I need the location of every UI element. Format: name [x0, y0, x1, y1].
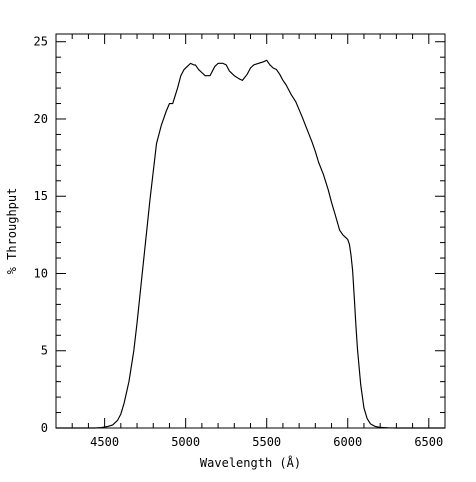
y-tick-labels: 0 5 10 15 20 25	[34, 35, 48, 435]
x-tick-labels: 4500 5000 5500 6000 6500	[90, 435, 443, 449]
x-axis-ticks	[55, 34, 446, 428]
x-tick-label: 6500	[414, 435, 443, 449]
y-tick-label: 25	[34, 35, 48, 49]
y-tick-label: 5	[41, 344, 48, 358]
x-tick-label: 5500	[252, 435, 281, 449]
throughput-curve	[55, 59, 446, 429]
y-tick-label: 10	[34, 266, 48, 280]
x-tick-label: 6000	[333, 435, 362, 449]
y-axis-ticks	[56, 41, 445, 429]
plot-data-layer	[55, 59, 446, 429]
x-axis-title: Wavelength (Å)	[200, 455, 301, 470]
y-axis-title: % Throughput	[5, 188, 19, 275]
y-tick-label: 0	[41, 421, 48, 435]
x-tick-label: 4500	[90, 435, 119, 449]
x-tick-label: 5000	[171, 435, 200, 449]
plot-frame	[55, 33, 446, 429]
y-tick-label: 20	[34, 112, 48, 126]
y-tick-label: 15	[34, 189, 48, 203]
